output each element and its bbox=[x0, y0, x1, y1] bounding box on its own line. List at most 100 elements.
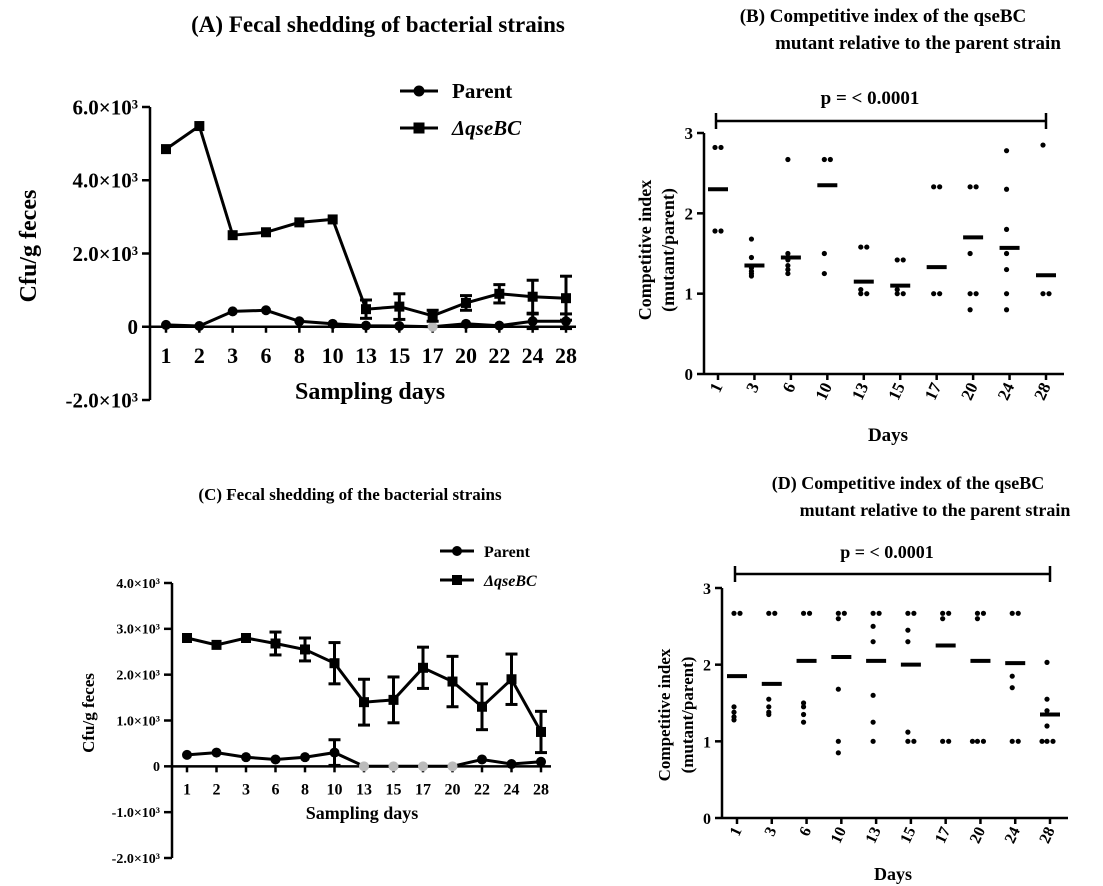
legend-marker-mutant bbox=[452, 575, 462, 585]
data-point bbox=[241, 633, 251, 643]
data-point bbox=[359, 761, 369, 772]
data-point bbox=[858, 291, 864, 297]
data-point bbox=[858, 287, 864, 293]
data-point bbox=[911, 738, 917, 744]
data-point bbox=[477, 701, 487, 712]
data-point bbox=[300, 752, 310, 763]
data-point bbox=[731, 709, 737, 715]
data-point bbox=[876, 610, 882, 616]
x-tick-label: 6 bbox=[779, 380, 800, 396]
data-point bbox=[731, 717, 737, 723]
data-point bbox=[940, 616, 946, 622]
data-point bbox=[894, 257, 900, 263]
legend-marker-parent bbox=[452, 546, 462, 556]
panel-d-ylabel-line1: Competitive index bbox=[655, 648, 674, 781]
data-point bbox=[894, 291, 900, 297]
x-tick-label: 17 bbox=[422, 343, 444, 368]
data-point bbox=[973, 184, 979, 190]
y-tick-label: -1.0×10³ bbox=[112, 806, 160, 821]
panel-d-axes bbox=[715, 566, 1068, 824]
data-point bbox=[973, 291, 979, 297]
legend-marker-parent bbox=[413, 85, 425, 97]
x-tick-label: 3 bbox=[242, 781, 250, 798]
data-point bbox=[394, 301, 405, 312]
panel-c-legend: Parent ΔqseBC bbox=[440, 544, 537, 590]
data-point bbox=[300, 644, 310, 655]
data-point bbox=[270, 754, 281, 765]
data-point bbox=[506, 674, 517, 685]
data-point bbox=[361, 320, 371, 331]
data-point bbox=[1044, 708, 1050, 714]
data-point bbox=[858, 244, 864, 250]
panel-a-tick-labels: -2.0×10³ 0 2.0×10³ 4.0×10³ 6.0×10³ 1 2 3 6 8 10 13 1… bbox=[65, 95, 577, 412]
data-point bbox=[946, 738, 952, 744]
data-point bbox=[1015, 738, 1021, 744]
data-point bbox=[766, 711, 772, 718]
data-point bbox=[227, 306, 238, 317]
panel-a-xlabel: Sampling days bbox=[295, 379, 445, 405]
data-point bbox=[1003, 148, 1010, 154]
y-tick-label: 3 bbox=[703, 581, 711, 598]
data-point bbox=[974, 610, 981, 616]
data-point bbox=[800, 704, 807, 710]
x-tick-label: 15 bbox=[386, 781, 402, 798]
data-point bbox=[182, 633, 192, 643]
data-point bbox=[937, 184, 943, 190]
data-point bbox=[241, 752, 251, 763]
series-line-mutant bbox=[165, 123, 567, 318]
data-point bbox=[731, 610, 737, 616]
x-tick-label: 13 bbox=[355, 343, 377, 368]
data-point bbox=[800, 719, 807, 725]
data-point bbox=[772, 610, 778, 616]
data-point bbox=[536, 726, 546, 737]
data-point bbox=[737, 610, 743, 616]
data-point bbox=[905, 610, 911, 616]
data-point bbox=[835, 686, 841, 692]
data-point bbox=[359, 697, 369, 708]
data-point bbox=[712, 144, 718, 151]
data-point bbox=[1015, 610, 1021, 616]
x-tick-label: 20 bbox=[957, 380, 981, 403]
data-point bbox=[1044, 738, 1050, 744]
panel-c-ylabel: Cfu/g feces bbox=[79, 673, 98, 753]
data-point bbox=[748, 236, 755, 242]
data-point bbox=[870, 719, 876, 725]
data-point bbox=[418, 761, 428, 772]
data-point bbox=[1050, 738, 1056, 744]
data-point bbox=[477, 754, 487, 765]
data-point bbox=[946, 610, 952, 616]
data-point bbox=[327, 318, 338, 329]
y-tick-label: 2.0×10³ bbox=[116, 669, 160, 684]
y-tick-label: 3 bbox=[685, 124, 694, 143]
data-point bbox=[1009, 738, 1015, 744]
panel-b: (B) Competitive index of the qseBC mutan… bbox=[635, 6, 1064, 446]
panel-b-title-line1: (B) Competitive index of the qseBC bbox=[740, 6, 1027, 27]
data-point bbox=[864, 244, 870, 250]
x-tick-label: 17 bbox=[921, 379, 946, 403]
panel-b-xlabel: Days bbox=[868, 425, 908, 446]
data-point bbox=[835, 738, 841, 744]
panel-b-points bbox=[708, 142, 1056, 313]
data-point bbox=[835, 616, 841, 622]
x-tick-label: 3 bbox=[742, 380, 763, 396]
panel-d-ylabel-line2: (mutant/parent) bbox=[678, 657, 697, 774]
x-tick-label: 13 bbox=[356, 781, 372, 798]
panel-a: (A) Fecal shedding of bacterial strains … bbox=[16, 12, 577, 412]
x-tick-label: 10 bbox=[812, 380, 836, 403]
data-point bbox=[194, 321, 205, 332]
y-tick-label: 0 bbox=[685, 365, 694, 384]
data-point bbox=[1044, 696, 1050, 702]
x-tick-label: 10 bbox=[828, 825, 850, 847]
x-tick-label: 13 bbox=[848, 380, 872, 403]
data-point bbox=[967, 250, 973, 257]
data-point bbox=[182, 749, 192, 760]
x-tick-label: 10 bbox=[322, 343, 344, 368]
data-point bbox=[1046, 291, 1052, 297]
x-tick-label: 3 bbox=[762, 825, 781, 839]
data-point bbox=[806, 610, 813, 616]
panel-a-series bbox=[161, 121, 572, 332]
panel-c-title: (C) Fecal shedding of the bacterial stra… bbox=[198, 485, 502, 504]
panel-d-points bbox=[727, 610, 1060, 756]
x-tick-label: 13 bbox=[863, 825, 885, 847]
